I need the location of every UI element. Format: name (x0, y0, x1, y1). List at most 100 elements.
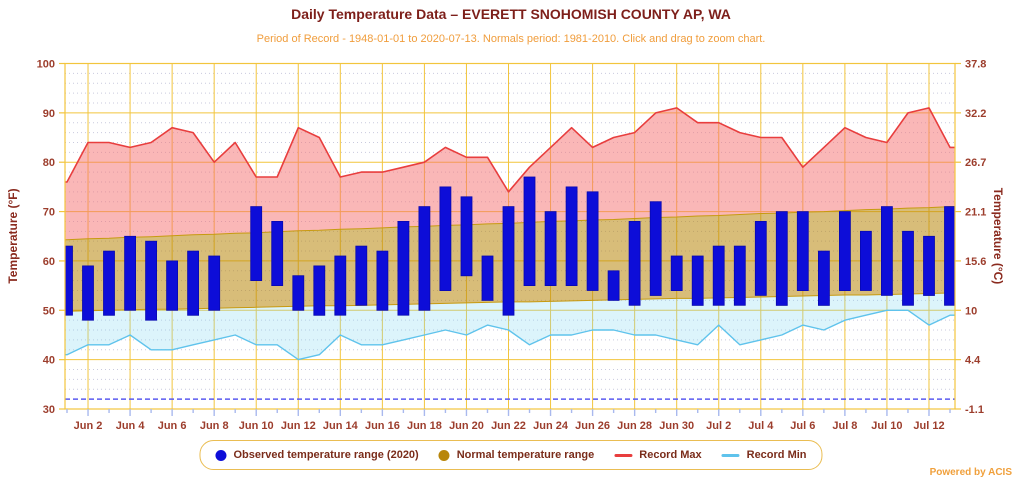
observed-range-bar[interactable] (250, 206, 263, 282)
svg-text:Jun 12: Jun 12 (281, 420, 316, 432)
observed-range-bar[interactable] (376, 250, 389, 311)
observed-range-bar[interactable] (902, 230, 914, 306)
record-max-line-icon (614, 453, 633, 457)
observed-range-bar[interactable] (691, 255, 704, 306)
observed-range-bar[interactable] (166, 260, 179, 311)
chart-subtitle: Period of Record - 1948-01-01 to 2020-07… (256, 33, 766, 45)
observed-range-bar[interactable] (670, 255, 683, 291)
observed-range-bar[interactable] (145, 240, 158, 321)
observed-range-bar[interactable] (355, 245, 368, 306)
x-tick-labels: Jun 2 Jun 4 Jun 6 Jun 8 Jun 10 Jun 12 Jun 14 Ju… (74, 420, 945, 432)
legend-label: Observed temperature range (2020) (233, 449, 419, 461)
svg-text:15.6: 15.6 (965, 256, 986, 268)
svg-text:Jun 16: Jun 16 (365, 420, 400, 432)
observed-range-bar[interactable] (775, 211, 788, 306)
record-min-line-icon (721, 453, 740, 457)
y-axis-title-celsius: Temperature (°C) (991, 187, 1005, 285)
svg-text:80: 80 (43, 157, 55, 169)
observed-range-bar[interactable] (628, 220, 641, 306)
observed-range-bar[interactable] (860, 230, 872, 291)
svg-text:Jun 8: Jun 8 (200, 420, 229, 432)
observed-range-bar[interactable] (586, 191, 599, 291)
svg-text:37.8: 37.8 (965, 59, 986, 71)
powered-by-acis-link[interactable]: Powered by ACIS (929, 467, 1012, 478)
observed-range-bar[interactable] (187, 250, 200, 316)
record-min-area (65, 293, 955, 360)
svg-text:32.2: 32.2 (965, 108, 986, 120)
svg-text:Jul 10: Jul 10 (871, 420, 902, 432)
observed-range-bar[interactable] (439, 186, 452, 291)
legend-label: Record Min (746, 449, 807, 461)
observed-range-bar[interactable] (208, 255, 221, 311)
observed-range-bar[interactable] (397, 220, 410, 316)
observed-range-bar[interactable] (544, 211, 557, 287)
legend: Observed temperature range (2020) Normal… (199, 440, 823, 470)
svg-text:60: 60 (43, 256, 55, 268)
svg-text:Jun 20: Jun 20 (449, 420, 484, 432)
svg-text:Jun 14: Jun 14 (323, 420, 359, 432)
legend-label: Record Max (639, 449, 702, 461)
legend-item-observed-range[interactable]: Observed temperature range (2020) (215, 449, 419, 461)
observed-range-bar[interactable] (733, 245, 746, 306)
svg-text:4.4: 4.4 (965, 355, 981, 367)
observed-range-bar[interactable] (460, 196, 473, 277)
observed-range-bar[interactable] (881, 206, 893, 296)
svg-text:21.1: 21.1 (965, 207, 986, 219)
x-axis-ticks (66, 409, 951, 416)
observed-range-bar[interactable] (313, 265, 326, 316)
svg-text:Jun 24: Jun 24 (533, 420, 569, 432)
observed-range-bar[interactable] (62, 245, 73, 316)
svg-text:30: 30 (43, 404, 55, 416)
observed-range-dot-icon (215, 449, 227, 461)
observed-range-bar[interactable] (82, 265, 94, 321)
legend-item-normal-range[interactable]: Normal temperature range (438, 449, 594, 461)
observed-range-bar[interactable] (523, 176, 536, 286)
observed-range-bar[interactable] (334, 255, 347, 316)
record-max-line (65, 107, 955, 193)
svg-text:-1.1: -1.1 (965, 404, 984, 416)
observed-range-bar[interactable] (103, 250, 115, 316)
y-axis-ticks (59, 62, 961, 410)
observed-range-bar[interactable] (124, 235, 136, 311)
legend-item-record-min[interactable]: Record Min (721, 449, 807, 461)
svg-text:40: 40 (43, 355, 55, 367)
svg-text:Jun 28: Jun 28 (617, 420, 652, 432)
observed-range-bar[interactable] (418, 206, 431, 311)
observed-bars (62, 176, 956, 321)
observed-range-bar[interactable] (649, 201, 662, 296)
observed-range-bar[interactable] (754, 220, 767, 296)
svg-text:Jul 8: Jul 8 (832, 420, 857, 432)
svg-text:50: 50 (43, 305, 55, 317)
svg-text:Jul 12: Jul 12 (913, 420, 944, 432)
observed-range-bar[interactable] (712, 245, 725, 306)
record-min-line (65, 309, 955, 361)
observed-range-bar[interactable] (565, 186, 578, 286)
y-tick-labels-left: 100 90 80 70 60 50 40 30 (37, 59, 55, 417)
svg-text:Jul 4: Jul 4 (748, 420, 774, 432)
svg-text:26.7: 26.7 (965, 157, 986, 169)
svg-text:Jun 6: Jun 6 (158, 420, 187, 432)
observed-range-bar[interactable] (607, 270, 620, 301)
observed-range-bar[interactable] (944, 206, 956, 306)
observed-range-bar[interactable] (292, 275, 305, 311)
observed-range-bar[interactable] (502, 206, 515, 316)
normal-range-dot-icon (438, 449, 450, 461)
svg-text:90: 90 (43, 108, 55, 120)
plot-border (64, 62, 956, 410)
svg-text:Jun 4: Jun 4 (116, 420, 146, 432)
svg-text:10: 10 (965, 305, 977, 317)
y-tick-labels-right: 37.8 32.2 26.7 21.1 15.6 10 4.4 -1.1 (965, 59, 986, 417)
observed-range-bar[interactable] (796, 211, 809, 292)
observed-range-bar[interactable] (923, 235, 935, 296)
y-axis-title-fahrenheit: Temperature (°F) (6, 188, 20, 284)
legend-item-record-max[interactable]: Record Max (614, 449, 702, 461)
svg-text:Jun 30: Jun 30 (659, 420, 694, 432)
observed-range-bar[interactable] (839, 211, 851, 292)
observed-range-bar[interactable] (271, 220, 284, 286)
observed-range-bar[interactable] (481, 255, 494, 301)
svg-text:Jul 2: Jul 2 (706, 420, 731, 432)
svg-text:Jun 22: Jun 22 (491, 420, 526, 432)
observed-range-bar[interactable] (818, 250, 830, 306)
